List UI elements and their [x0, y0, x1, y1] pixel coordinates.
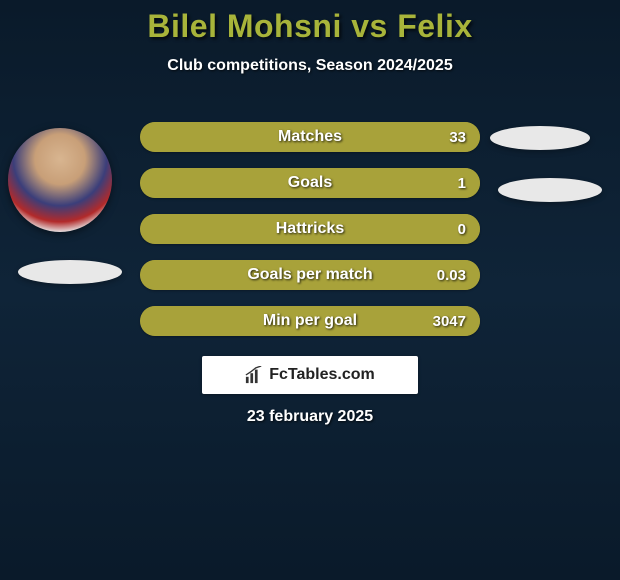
date-text: 23 february 2025 — [0, 408, 620, 426]
stat-row-gpm: Goals per match 0.03 — [140, 260, 480, 290]
name-oval-right-1 — [490, 126, 590, 150]
player-avatar-left — [8, 128, 112, 232]
stat-row-goals: Goals 1 — [140, 168, 480, 198]
stat-value: 0 — [458, 214, 466, 244]
stat-row-hattricks: Hattricks 0 — [140, 214, 480, 244]
name-oval-left — [18, 260, 122, 284]
stat-label: Goals per match — [140, 260, 480, 290]
barchart-icon — [245, 366, 263, 384]
stat-label: Min per goal — [140, 306, 480, 336]
stats-container: Matches 33 Goals 1 Hattricks 0 Goals per… — [140, 122, 480, 352]
stat-value: 33 — [449, 122, 466, 152]
name-oval-right-2 — [498, 178, 602, 202]
stat-label: Hattricks — [140, 214, 480, 244]
stat-value: 1 — [458, 168, 466, 198]
logo-text: FcTables.com — [269, 366, 375, 384]
stat-label: Matches — [140, 122, 480, 152]
subtitle: Club competitions, Season 2024/2025 — [0, 57, 620, 75]
stat-label: Goals — [140, 168, 480, 198]
page-title: Bilel Mohsni vs Felix — [0, 0, 620, 45]
fctables-logo[interactable]: FcTables.com — [202, 356, 418, 394]
stat-value: 3047 — [433, 306, 466, 336]
stat-row-mpg: Min per goal 3047 — [140, 306, 480, 336]
stat-row-matches: Matches 33 — [140, 122, 480, 152]
stat-value: 0.03 — [437, 260, 466, 290]
